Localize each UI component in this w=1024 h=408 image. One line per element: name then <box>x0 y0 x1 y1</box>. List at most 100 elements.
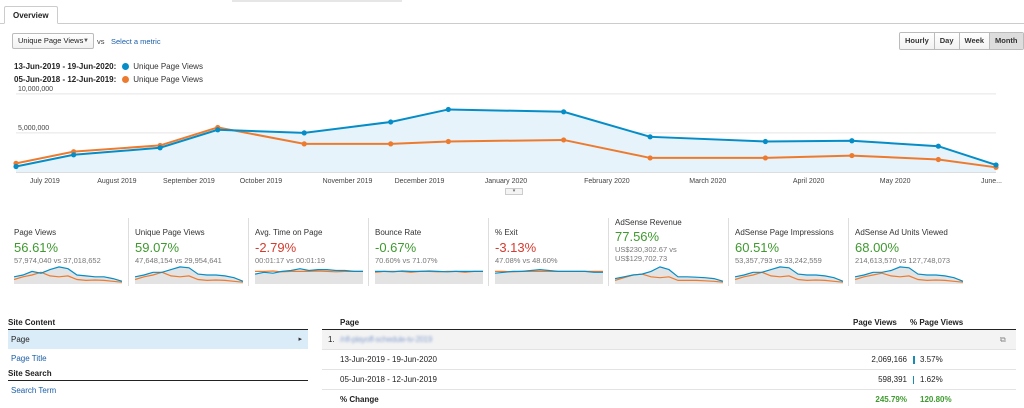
sidebar-item-page-title[interactable]: Page Title <box>11 354 47 363</box>
col-pct-page-views[interactable]: % Page Views <box>910 318 964 327</box>
table-row: 05-Jun-2018 - 12-Jun-2019 598,391 1.62% <box>322 370 1016 390</box>
scorecard[interactable]: AdSense Page Impressions 60.51% 53,357,793… <box>728 218 848 286</box>
month-button[interactable]: Month <box>990 33 1023 49</box>
col-page-views[interactable]: Page Views <box>853 318 897 327</box>
x-tick-label: March 2020 <box>689 178 726 185</box>
sparkline <box>735 266 843 284</box>
copy-icon[interactable]: ⧉ <box>1000 335 1006 344</box>
site-search-header: Site Search <box>8 369 308 381</box>
page-views-change: 245.79% <box>875 395 907 404</box>
sparkline-previous <box>855 272 963 283</box>
scorecard[interactable]: AdSense Ad Units Viewed 68.00% 214,613,570… <box>848 218 968 286</box>
data-point[interactable] <box>762 155 769 161</box>
table-row-change: % Change 245.79% 120.80% <box>322 390 1016 408</box>
sparkline-current <box>14 266 122 282</box>
sidebar-item-page[interactable]: Page ▸ <box>8 330 308 349</box>
scorecard[interactable]: Unique Page Views 59.07% 47,648,154 vs 29,… <box>128 218 248 286</box>
x-tick-label: August 2019 <box>97 178 136 185</box>
top-divider <box>232 0 402 2</box>
sparkline-current <box>735 266 843 282</box>
scorecard[interactable]: Bounce Rate -0.67% 70.60% vs 71.07% <box>368 218 488 286</box>
sparkline-area <box>375 271 483 284</box>
scorecard[interactable]: Page Views 56.61% 57,974,040 vs 37,018,652 <box>8 218 128 286</box>
data-point[interactable] <box>445 106 451 113</box>
scorecard[interactable]: % Exit -3.13% 47.08% vs 48.60% <box>488 218 608 286</box>
sparkline <box>495 268 603 284</box>
tab-overview[interactable]: Overview <box>4 6 58 24</box>
day-button[interactable]: Day <box>934 33 960 49</box>
table-row: 1. /nfl-playoff-schedule-tv-2019 ⧉ <box>322 330 1016 350</box>
data-point[interactable] <box>993 162 999 168</box>
legend-range: 05-Jun-2018 - 12-Jun-2019: <box>14 75 117 84</box>
scorecard-percent: 60.51% <box>735 240 780 255</box>
hourly-button[interactable]: Hourly <box>900 33 935 49</box>
resize-handle-icon[interactable]: ▾ <box>505 188 523 195</box>
chevron-down-icon: ▼ <box>83 38 89 44</box>
scorecard-percent: 68.00% <box>855 240 900 255</box>
data-point[interactable] <box>388 119 394 125</box>
legend-label[interactable]: Unique Page Views <box>133 62 203 71</box>
scorecard[interactable]: Avg. Time on Page -2.79% 00:01:17 vs 00:01… <box>248 218 368 286</box>
scorecard-compare: US$230,302.67 vs <box>615 245 677 254</box>
sparkline <box>14 266 122 284</box>
x-tick-label: October 2019 <box>240 178 283 185</box>
x-tick-label: February 2020 <box>584 178 630 185</box>
row-label: % Change <box>340 395 379 404</box>
data-point[interactable] <box>157 145 163 151</box>
data-point[interactable] <box>445 138 451 145</box>
data-point[interactable] <box>71 152 77 158</box>
data-point[interactable] <box>935 156 941 163</box>
pct-bar <box>913 356 915 364</box>
data-point[interactable] <box>215 127 221 133</box>
data-point[interactable] <box>561 137 567 143</box>
period-toggle: Hourly Day Week Month <box>899 32 1024 50</box>
data-point[interactable] <box>935 143 941 149</box>
week-button[interactable]: Week <box>959 33 990 49</box>
tab-bar: Overview <box>0 0 1024 24</box>
sparkline <box>855 266 963 284</box>
sparkline-current <box>255 268 363 275</box>
data-point[interactable] <box>301 141 307 147</box>
select-metric-link[interactable]: Select a metric <box>111 37 161 46</box>
col-page[interactable]: Page <box>340 318 360 327</box>
x-tick-label: January 2020 <box>485 178 528 185</box>
sparkline-previous <box>14 271 122 283</box>
scorecard-compare-2: US$129,702.73 <box>615 254 668 263</box>
page-views-value: 2,069,166 <box>871 355 907 364</box>
y-tick-label: 10,000,000 <box>18 86 53 93</box>
sparkline-area <box>255 268 363 284</box>
scorecard-name: AdSense Page Impressions <box>735 228 834 237</box>
data-point[interactable] <box>561 109 567 115</box>
data-point[interactable] <box>849 152 855 159</box>
sparkline-area <box>495 269 603 284</box>
data-point[interactable] <box>849 138 855 144</box>
x-tick-label: July 2019 <box>30 178 60 185</box>
x-tick-label: June... <box>981 178 1002 185</box>
data-point[interactable] <box>13 163 19 170</box>
vs-label: vs <box>97 37 105 46</box>
pct-value: 1.62% <box>920 375 943 384</box>
scorecard[interactable]: AdSense Revenue 77.56% US$230,302.67 vs US$… <box>608 218 728 286</box>
scorecard-compare: 53,357,793 vs 33,242,559 <box>735 256 822 265</box>
row-label: 05-Jun-2018 - 12-Jun-2019 <box>340 375 437 384</box>
scorecard-name: Page Views <box>14 228 57 237</box>
line-chart: 10,000,000 5,000,000 July 2019 August 2019 S… <box>13 86 1002 185</box>
data-point[interactable] <box>388 141 394 147</box>
page-link[interactable]: /nfl-playoff-schedule-tv-2019 <box>340 335 433 344</box>
sparkline-previous <box>135 271 243 283</box>
data-point[interactable] <box>301 130 307 136</box>
page-table: Page Page Views % Page Views 1. /nfl-pla… <box>322 318 1016 408</box>
data-point[interactable] <box>647 155 653 161</box>
scorecard-compare: 47,648,154 vs 29,954,641 <box>135 256 222 265</box>
sidebar-item-search-term[interactable]: Search Term <box>11 386 57 395</box>
scorecard-compare: 00:01:17 vs 00:01:19 <box>255 256 326 265</box>
sidebar-item-label: Page <box>11 335 30 344</box>
sparkline <box>615 266 723 284</box>
metric-select[interactable]: Unique Page Views ▼ <box>12 33 94 49</box>
data-point[interactable] <box>762 138 769 145</box>
legend-current: 13-Jun-2019 - 19-Jun-2020: Unique Page Vi… <box>14 62 203 72</box>
data-point[interactable] <box>647 134 653 140</box>
legend-label[interactable]: Unique Page Views <box>133 75 203 84</box>
sparkline-previous <box>255 270 363 273</box>
scorecard-compare: 214,613,570 vs 127,748,073 <box>855 256 951 265</box>
